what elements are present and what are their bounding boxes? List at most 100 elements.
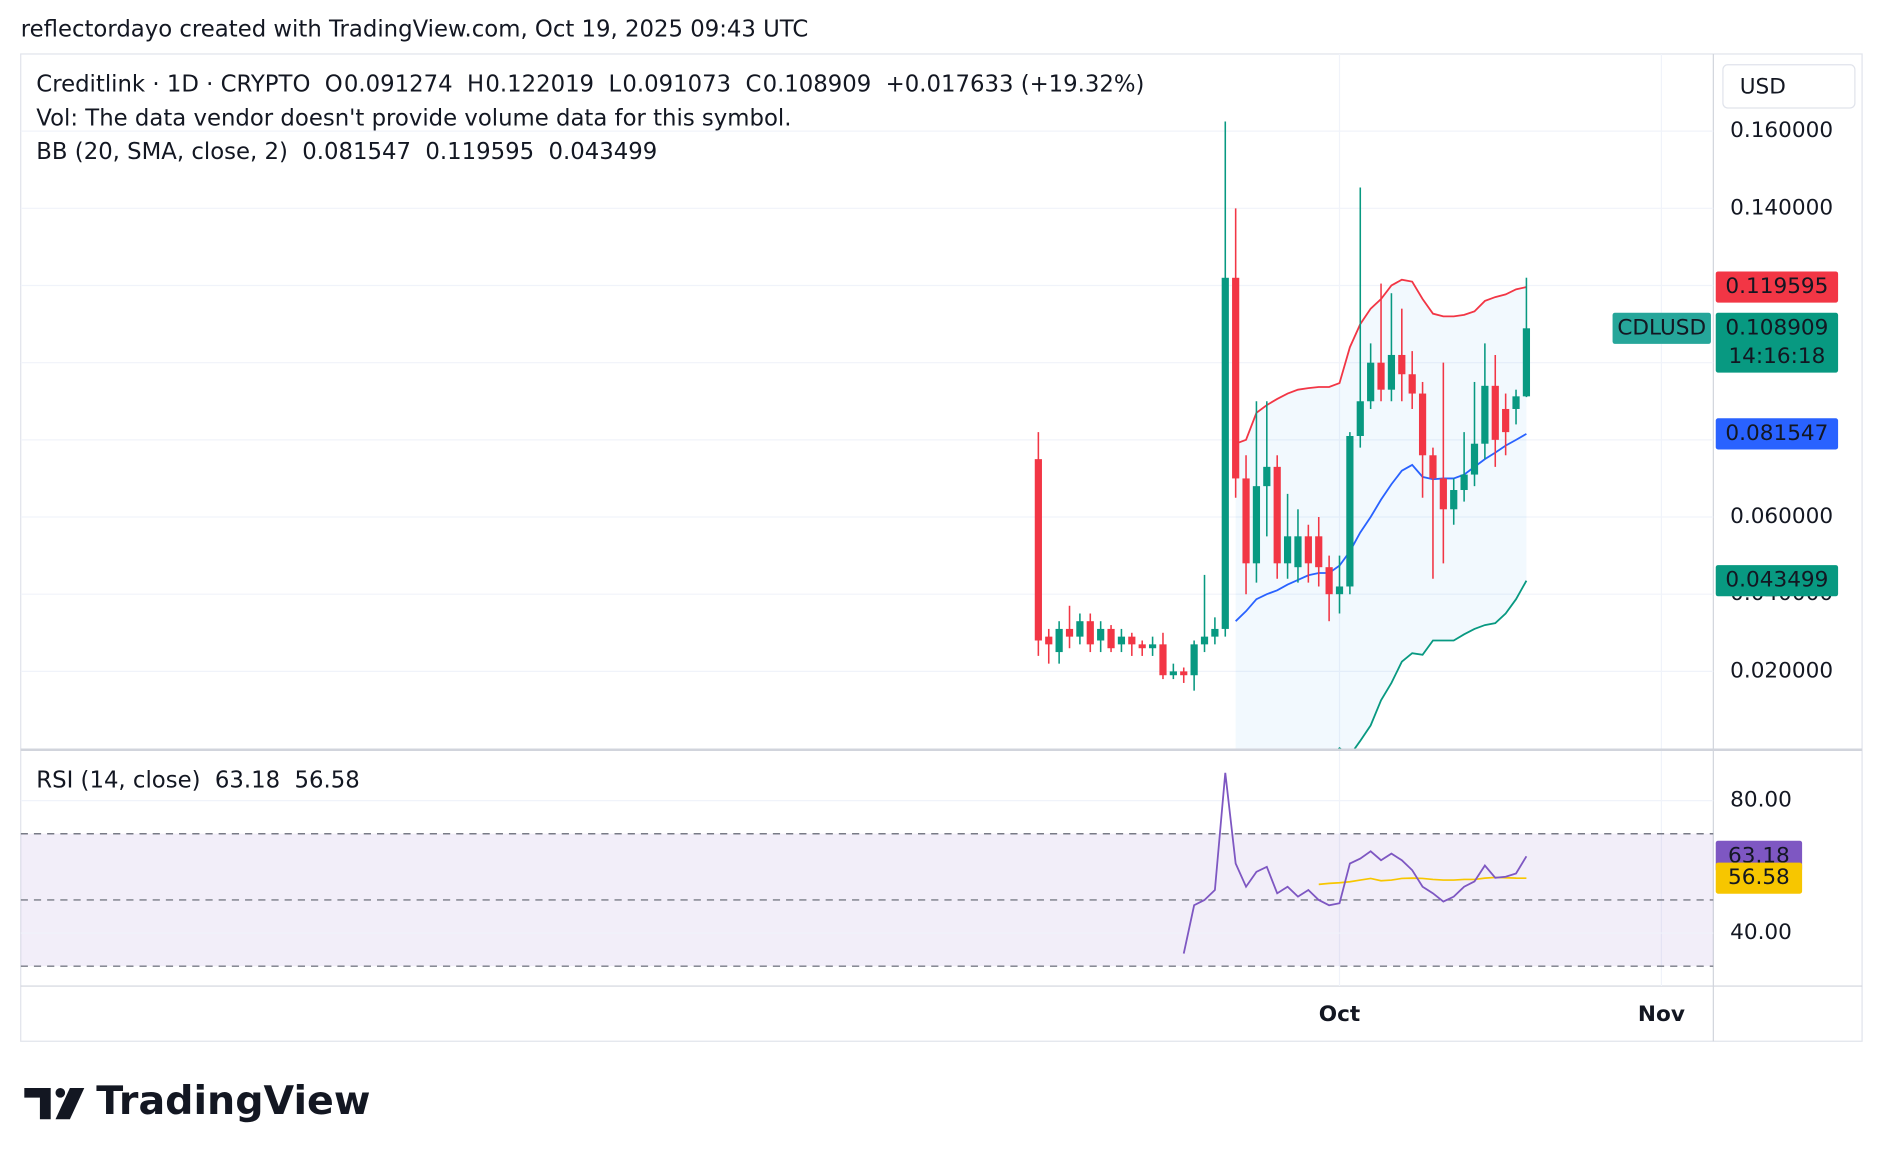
candle-body: [1180, 671, 1188, 676]
legend-value: 0.091274: [344, 72, 453, 98]
legend-symbol: Creditlink · 1D · CRYPTO: [36, 72, 310, 98]
candle-body: [1408, 374, 1416, 394]
price-badge: [1612, 312, 1711, 344]
candle-body: [1117, 636, 1126, 645]
rsi-ma: [1318, 876, 1527, 886]
logo-text: TradingView: [96, 1078, 370, 1124]
candle-body: [1097, 628, 1105, 641]
candle-body: [1387, 354, 1396, 390]
legend-value: 0.081547: [302, 139, 411, 165]
candle-body: [1138, 644, 1146, 649]
y-tick-label: 0.060000: [1730, 504, 1833, 529]
candle-body: [1398, 354, 1406, 375]
legend-value: 0.091073: [622, 72, 731, 98]
legend-letter: H: [467, 72, 484, 98]
bb-lower: [1337, 580, 1528, 749]
y-tick-label: 0.020000: [1730, 658, 1833, 683]
candle-body: [1107, 628, 1115, 649]
price-badge: [1715, 565, 1839, 597]
candle-body: [1242, 478, 1250, 564]
currency-label: USD: [1740, 75, 1786, 100]
candle-body: [1429, 455, 1437, 479]
badge-label: 0.081547: [1725, 421, 1828, 446]
candle-body: [1346, 435, 1354, 587]
candle-body: [1076, 621, 1084, 637]
legend-letter: O: [325, 72, 343, 98]
candle-body: [1377, 362, 1385, 390]
rsi-line: [1182, 772, 1528, 954]
candle-body: [1294, 536, 1302, 568]
candle-body: [1273, 466, 1281, 564]
y-tick-label: 40.00: [1730, 920, 1792, 945]
price-badge: [1715, 862, 1803, 894]
logo-mark: [55, 1088, 66, 1098]
legend-value: 0.119595: [425, 139, 534, 165]
candle-body: [1356, 401, 1364, 436]
logo-mark: [24, 1088, 51, 1120]
legend-letter: L: [608, 72, 621, 98]
candle-body: [1522, 328, 1531, 397]
candle-body: [1335, 586, 1344, 595]
candle-body: [1190, 644, 1198, 676]
legend-bb: BB (20, SMA, close, 2): [36, 139, 288, 165]
chart-frame: [20, 53, 1863, 1042]
candle-body: [1325, 567, 1333, 595]
candle-body: [1169, 671, 1177, 676]
badge-label: 0.119595: [1725, 274, 1828, 299]
candle-body: [1045, 636, 1053, 645]
candle-body: [1502, 408, 1510, 433]
x-tick-label: Oct: [1319, 1002, 1360, 1027]
legend-value: 56.58: [295, 767, 360, 793]
candle-body: [1232, 277, 1240, 479]
candle-body: [1086, 621, 1094, 645]
candle-body: [1304, 536, 1312, 564]
candle-body: [1034, 459, 1042, 641]
price-badge: [1715, 271, 1839, 303]
header-text: reflectordayo created with TradingView.c…: [21, 16, 809, 42]
legend-rsi: RSI (14, close): [36, 767, 200, 793]
legend-value: 0.043499: [548, 139, 657, 165]
candle-body: [1481, 385, 1489, 444]
candle-body: [1418, 393, 1427, 456]
candle-body: [1439, 478, 1447, 510]
badge-label: 56.58: [1728, 865, 1790, 890]
price-badge: [1715, 312, 1839, 373]
candle-body: [1315, 536, 1323, 568]
candle-body: [1159, 644, 1167, 676]
legend-value: 0.108909: [763, 72, 872, 98]
badge-label: 0.108909: [1725, 315, 1828, 340]
candle-body: [1211, 628, 1219, 637]
candle-body: [1367, 362, 1375, 402]
currency-box: [1722, 64, 1856, 109]
rsi-pane: [20, 750, 1714, 987]
legend-vol: Vol: The data vendor doesn't provide vol…: [36, 105, 791, 131]
candle-body: [1221, 277, 1229, 629]
legend-letter: C: [745, 72, 761, 98]
candle-body: [1491, 385, 1499, 440]
candle-body: [1065, 628, 1074, 637]
candle-body: [1470, 443, 1479, 475]
badge-label: CDLUSD: [1617, 315, 1706, 340]
y-tick-label: 80.00: [1730, 788, 1792, 813]
candle-body: [1512, 396, 1520, 409]
candle-body: [1200, 636, 1209, 645]
x-tick-label: Nov: [1638, 1002, 1685, 1027]
candle-body: [1263, 466, 1271, 487]
logo-mark: [55, 1088, 85, 1120]
candle-body: [1252, 486, 1261, 564]
candle-body: [1128, 636, 1136, 645]
price-pane: [20, 53, 1714, 749]
y-tick-label: 0.140000: [1730, 195, 1833, 220]
candle-body: [1148, 644, 1157, 649]
y-tick-label: 0.160000: [1730, 118, 1833, 143]
candle-body: [1283, 536, 1292, 564]
price-badge: [1715, 418, 1839, 450]
legend-value: 63.18: [215, 767, 280, 793]
badge-label: 14:16:18: [1728, 344, 1825, 369]
logo: TradingView: [24, 1078, 370, 1124]
legend-value: 0.122019: [485, 72, 594, 98]
candle-body: [1450, 490, 1458, 510]
candle-body: [1055, 628, 1063, 653]
candle-body: [1460, 474, 1468, 491]
